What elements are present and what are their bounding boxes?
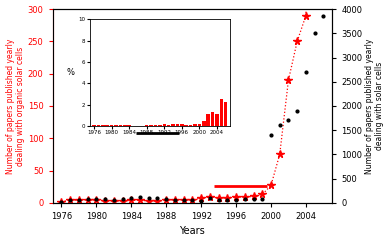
Bar (149, 125, 153, 126)
Bar (198, 124, 201, 126)
Bar (224, 102, 227, 126)
Bar (184, 125, 188, 126)
Bar (211, 112, 214, 126)
Bar (220, 99, 223, 126)
Bar (119, 125, 122, 126)
Bar (167, 125, 170, 126)
Bar (158, 125, 162, 126)
Bar (114, 125, 118, 126)
Bar (189, 125, 192, 126)
Bar (106, 125, 109, 126)
Bar (123, 125, 126, 126)
Bar (206, 114, 210, 126)
Bar (154, 125, 157, 126)
Y-axis label: Number of papers published yearly
dealing with solar cells: Number of papers published yearly dealin… (365, 38, 385, 174)
Y-axis label: Number of papers published yearly
dealing with organic solar cells: Number of papers published yearly dealin… (5, 38, 25, 174)
Bar (145, 125, 149, 126)
Bar (163, 124, 166, 126)
Y-axis label: %: % (66, 68, 74, 77)
Bar (171, 124, 175, 126)
Bar (110, 125, 113, 126)
Bar (92, 125, 96, 126)
Bar (202, 121, 206, 126)
Bar (128, 125, 131, 126)
Bar (193, 124, 197, 126)
Bar (176, 124, 179, 126)
Bar (180, 124, 184, 126)
Bar (215, 114, 219, 126)
X-axis label: Years: Years (179, 227, 205, 236)
Bar (101, 125, 105, 126)
Bar (97, 125, 100, 126)
